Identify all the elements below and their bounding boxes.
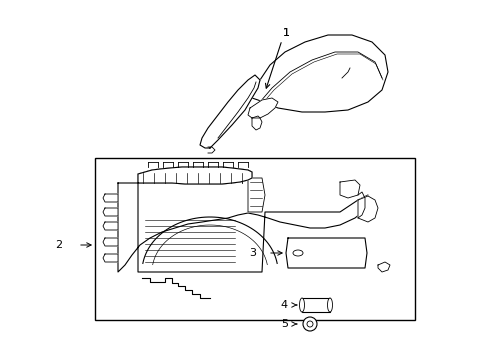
Ellipse shape bbox=[292, 250, 303, 256]
Polygon shape bbox=[103, 194, 118, 202]
Polygon shape bbox=[118, 183, 367, 272]
Text: 4: 4 bbox=[280, 300, 287, 310]
Bar bbox=[302, 298, 329, 312]
Ellipse shape bbox=[306, 321, 312, 327]
Ellipse shape bbox=[303, 317, 316, 331]
Text: 1: 1 bbox=[283, 28, 289, 38]
Polygon shape bbox=[103, 208, 118, 216]
Text: 3: 3 bbox=[248, 248, 256, 258]
Polygon shape bbox=[103, 238, 118, 246]
Polygon shape bbox=[138, 167, 251, 184]
Text: 1: 1 bbox=[283, 28, 289, 38]
Polygon shape bbox=[247, 98, 278, 118]
Bar bbox=[95, 158, 414, 320]
Polygon shape bbox=[285, 238, 366, 268]
Text: 2: 2 bbox=[55, 240, 62, 250]
Ellipse shape bbox=[299, 298, 304, 312]
Ellipse shape bbox=[327, 298, 332, 312]
Polygon shape bbox=[138, 167, 251, 184]
Polygon shape bbox=[251, 116, 262, 130]
Polygon shape bbox=[103, 222, 118, 230]
Polygon shape bbox=[103, 254, 118, 262]
Polygon shape bbox=[200, 75, 260, 148]
Polygon shape bbox=[377, 262, 389, 272]
Polygon shape bbox=[357, 196, 377, 222]
Polygon shape bbox=[339, 180, 359, 198]
Polygon shape bbox=[251, 35, 387, 112]
Polygon shape bbox=[142, 217, 277, 271]
Text: 5: 5 bbox=[281, 319, 287, 329]
Polygon shape bbox=[247, 178, 264, 212]
